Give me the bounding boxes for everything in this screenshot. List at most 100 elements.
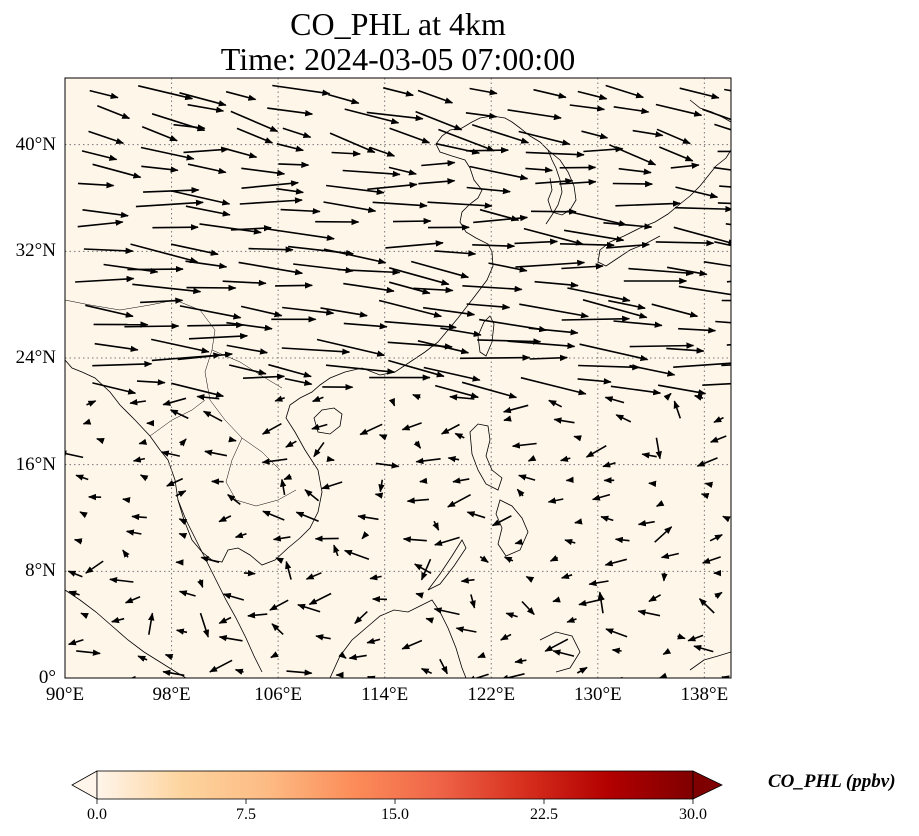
wind-vector-153	[726, 280, 731, 283]
wind-vector-115	[248, 246, 294, 253]
wind-vector-0	[89, 89, 119, 99]
wind-vector-180	[678, 327, 717, 334]
wind-vector-406	[76, 649, 101, 656]
wind-vector-222	[657, 384, 707, 396]
wind-vector-7	[417, 89, 454, 104]
wind-vector-32	[282, 127, 312, 139]
wind-vector-179	[613, 320, 663, 328]
wind-vector-297	[227, 493, 241, 506]
wind-vector-23	[507, 109, 562, 121]
wind-vector-18	[267, 107, 314, 117]
lon-tick-label-6: 138°E	[680, 684, 729, 705]
wind-vector-182	[94, 342, 139, 353]
wind-vector-290	[565, 476, 574, 484]
lon-tick-label-1: 98°E	[152, 684, 191, 705]
wind-vector-35	[438, 128, 495, 152]
lat-tick-label-1: 8°N	[25, 560, 56, 582]
wind-vector-299	[304, 489, 320, 502]
wind-vector-296	[175, 490, 187, 497]
wind-vector-426	[366, 675, 376, 678]
wind-vector-308	[79, 511, 88, 519]
wind-vector-135	[515, 259, 586, 268]
wind-vector-1	[138, 85, 194, 101]
wind-vector-278	[641, 452, 657, 459]
wind-vector-39	[632, 129, 664, 138]
wind-vector-292	[648, 480, 657, 488]
wind-vector-121	[514, 238, 559, 245]
wind-vector-359	[525, 575, 535, 583]
wind-vector-132	[388, 267, 450, 286]
wind-vector-10	[577, 90, 608, 101]
wind-vector-58	[187, 163, 227, 175]
wind-vector-368	[269, 599, 289, 611]
wind-vector-175	[440, 327, 482, 337]
wind-vector-353	[243, 569, 256, 577]
wind-vector-70	[77, 181, 115, 189]
wind-vector-221	[610, 385, 662, 396]
wind-vector-17	[230, 110, 279, 133]
wind-vector-218	[461, 381, 518, 399]
wind-vector-349	[701, 556, 721, 564]
wind-vector-400	[455, 626, 477, 633]
wind-vector-60	[278, 161, 310, 169]
wind-vector-183	[151, 338, 210, 354]
wind-vector-341	[333, 544, 340, 557]
wind-vector-405	[687, 634, 704, 642]
wind-vector-133	[410, 260, 470, 279]
wind-vector-288	[452, 477, 470, 484]
wind-vector-337	[122, 549, 130, 558]
wind-vector-34	[389, 127, 431, 144]
wind-vector-149	[534, 280, 579, 289]
lon-tick-label-5: 130°E	[573, 684, 622, 705]
wind-vector-150	[567, 287, 631, 303]
wind-vector-226	[162, 397, 187, 406]
wind-vector-186	[281, 347, 351, 355]
malay-peninsula-coastline	[177, 499, 263, 673]
wind-vector-356	[369, 574, 382, 581]
wind-vector-325	[234, 532, 247, 539]
wind-vector-113	[130, 243, 199, 264]
wind-vector-73	[241, 180, 299, 189]
wind-vector-81	[612, 180, 654, 188]
wind-vector-244	[359, 423, 383, 436]
wind-vector-253	[138, 438, 148, 445]
wind-vector-139	[703, 261, 731, 267]
wind-vector-230	[388, 397, 396, 407]
lat-tick-label-3: 24°N	[15, 347, 56, 368]
wind-vector-254	[178, 438, 187, 447]
wind-vector-59	[241, 167, 286, 177]
wind-vector-69	[713, 166, 731, 174]
wind-vector-3	[225, 90, 257, 101]
wind-vector-29	[141, 125, 178, 142]
wind-vector-88	[280, 207, 321, 215]
wind-vector-68	[670, 162, 700, 169]
wind-vector-33	[329, 132, 376, 154]
wind-vector-97	[717, 202, 731, 205]
wind-vector-263	[585, 445, 607, 458]
wind-vector-367	[222, 593, 245, 601]
wind-vector-391	[698, 598, 715, 614]
wind-vector-366	[178, 590, 196, 597]
wind-vector-46	[276, 143, 304, 152]
wind-vector-155	[140, 297, 184, 304]
mainland-coastline	[65, 115, 563, 566]
wind-vector-365	[124, 596, 141, 604]
wind-vector-348	[660, 552, 679, 559]
lat-tick-label-5: 40°N	[15, 133, 56, 155]
wind-vector-196	[92, 360, 153, 368]
new-guinea-coastline	[689, 651, 731, 671]
wind-vector-198	[177, 351, 233, 361]
wind-vector-412	[348, 653, 367, 661]
wind-vector-227	[196, 394, 220, 401]
wind-vector-314	[357, 514, 379, 521]
wind-vector-394	[175, 628, 188, 635]
wind-vector-84	[82, 209, 129, 219]
wind-vector-306	[655, 500, 665, 508]
wind-vector-209	[721, 364, 731, 367]
wind-vector-346	[549, 555, 559, 562]
wind-vector-276	[559, 455, 571, 462]
wind-vector-321	[722, 515, 731, 523]
wind-vector-207	[629, 364, 676, 377]
wind-vector-335	[709, 533, 723, 542]
wind-vector-57	[141, 165, 179, 173]
